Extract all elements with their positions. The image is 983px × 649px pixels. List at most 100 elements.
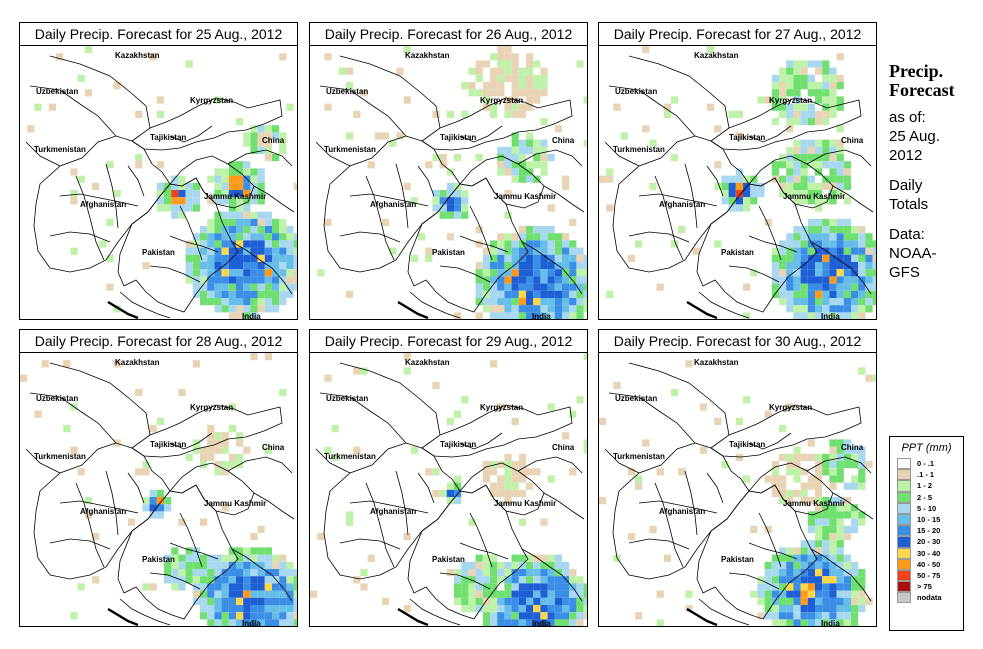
precip-cell (786, 269, 794, 277)
precip-cell (511, 146, 519, 154)
precip-cell (490, 298, 498, 306)
precip-cell (576, 590, 584, 598)
precip-cell (815, 182, 823, 190)
precip-cell (843, 590, 851, 598)
precip-cell (497, 46, 505, 54)
precip-cell (482, 82, 490, 90)
precip-cell (511, 74, 519, 82)
map-label-kyrgyzstan: Kyrgyzstan (480, 403, 523, 412)
precip-cell (164, 197, 172, 205)
precip-cell (815, 497, 823, 505)
precip-cell (490, 247, 498, 255)
map-label-china: China (841, 443, 864, 452)
precip-cell (793, 305, 801, 313)
precip-cell (779, 190, 787, 198)
precip-cell (475, 569, 483, 577)
border-lines (25, 55, 295, 319)
precip-cell (192, 190, 200, 198)
precip-cell (786, 453, 794, 461)
precip-cell (518, 561, 526, 569)
precip-cell (178, 204, 186, 212)
precip-cell (807, 453, 815, 461)
precip-cell (192, 182, 200, 190)
precip-cell (807, 161, 815, 169)
precip-cell (475, 269, 483, 277)
precip-cell (576, 576, 584, 584)
precip-cell (793, 446, 801, 454)
precip-cell (829, 461, 837, 469)
precip-cell (504, 168, 512, 176)
legend-swatch (897, 536, 911, 548)
precip-cell (836, 576, 844, 584)
precip-cell (540, 605, 548, 613)
precip-cell (504, 154, 512, 162)
precip-cell (735, 132, 743, 140)
precip-cell (497, 67, 505, 75)
precip-cell (865, 233, 873, 241)
precip-cell (526, 283, 534, 291)
precip-cell (620, 132, 628, 140)
precip-cell (779, 612, 787, 620)
precip-cell (497, 60, 505, 68)
precip-cell (482, 597, 490, 605)
precip-cell (221, 226, 229, 234)
legend-label: > 75 (917, 582, 932, 592)
precip-cell (497, 597, 505, 605)
precip-cell (490, 74, 498, 82)
precip-cell (851, 298, 859, 306)
precip-cell (214, 96, 222, 104)
precip-cell (236, 118, 244, 126)
precip-cell (779, 619, 787, 626)
precip-cell (786, 298, 794, 306)
precip-cell (547, 590, 555, 598)
precip-cell (214, 218, 222, 226)
precip-cell (815, 82, 823, 90)
precip-cell (142, 468, 150, 476)
precip-cell (764, 96, 772, 104)
precip-cell (735, 417, 743, 425)
daily-line: Daily (889, 177, 923, 194)
precip-cell (272, 218, 280, 226)
precip-cell (497, 305, 505, 313)
precip-cell (518, 597, 526, 605)
precip-cell (243, 612, 251, 620)
precip-cell (547, 554, 555, 562)
precip-cell (583, 305, 587, 313)
precip-cell (504, 269, 512, 277)
precip-cell (836, 590, 844, 598)
precip-cell (228, 425, 236, 433)
precip-cell (504, 46, 512, 54)
precip-cell (829, 139, 837, 147)
precip-cell (228, 590, 236, 598)
precip-cell (164, 504, 172, 512)
precip-cell (171, 554, 179, 562)
precip-cell (497, 461, 505, 469)
precip-cell (822, 254, 830, 262)
precip-cell (293, 276, 297, 284)
precip-cell (540, 168, 548, 176)
precip-cell (829, 103, 837, 111)
precip-cell (518, 489, 526, 497)
precip-cell (272, 590, 280, 598)
precip-cell (836, 569, 844, 577)
precip-cell (149, 497, 157, 505)
precip-cell (562, 182, 570, 190)
precip-cell (526, 482, 534, 490)
precip-cell (786, 554, 794, 562)
precip-cell (236, 276, 244, 284)
map-label-tajikistan: Tajikistan (729, 133, 765, 142)
precip-cell (475, 597, 483, 605)
precip-cell (353, 576, 361, 584)
precip-cell (511, 461, 519, 469)
precip-cell (836, 619, 844, 626)
precip-cell (533, 82, 541, 90)
precip-cell (236, 283, 244, 291)
precip-cell (793, 605, 801, 613)
precip-cell (807, 605, 815, 613)
precip-cell (836, 518, 844, 526)
precip-cell (836, 525, 844, 533)
precip-cell (171, 576, 179, 584)
precip-cell (815, 226, 823, 234)
precip-cell (865, 240, 873, 248)
precip-cell (526, 233, 534, 241)
